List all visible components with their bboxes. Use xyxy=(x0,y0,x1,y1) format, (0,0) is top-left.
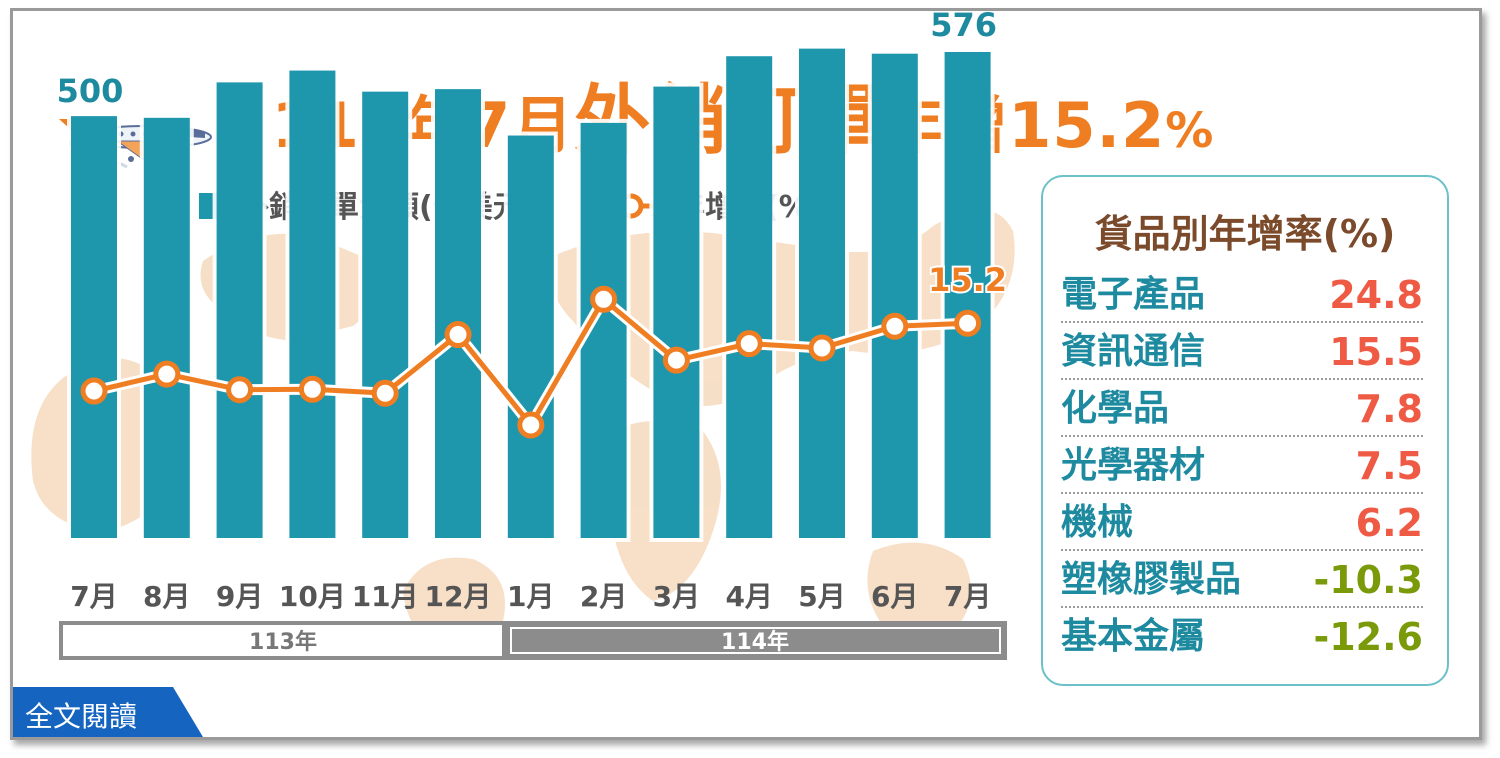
category-row: 光學器材 7.5 xyxy=(1061,436,1423,494)
read-more-link[interactable]: 全文閱讀 xyxy=(13,687,203,737)
category-row: 基本金屬 -12.6 xyxy=(1061,607,1423,663)
growth-point-4 xyxy=(298,375,326,403)
x-tick-label: 3月 xyxy=(653,580,700,613)
category-row: 化學品 7.8 xyxy=(1061,379,1423,437)
bar-12 xyxy=(871,53,918,538)
category-growth-panel: 貨品別年增率(%) 電子產品 24.8 資訊通信 15.5 化學品 7.8 光學器材 7.5 機… xyxy=(1041,175,1449,686)
category-name: 光學器材 xyxy=(1061,445,1206,486)
category-name: 電子產品 xyxy=(1061,274,1206,315)
category-name: 化學品 xyxy=(1061,388,1170,429)
infographic-card: 114年7月外銷訂單年增15.2% 外銷訂單金額(億美元)年增率(%)50057… xyxy=(10,8,1482,740)
bar-label-first: 500 xyxy=(57,72,124,110)
bar-3 xyxy=(216,82,263,538)
growth-point-13 xyxy=(954,309,982,337)
read-more-tab-shape xyxy=(13,687,203,737)
growth-point-7 xyxy=(517,411,545,439)
growth-label-last: 15.2 xyxy=(928,261,1007,299)
category-growth-value: 24.8 xyxy=(1329,273,1423,317)
category-growth-value: 6.2 xyxy=(1355,501,1423,545)
x-tick-label: 7月 xyxy=(944,580,991,613)
x-tick-label: 11月 xyxy=(352,580,419,613)
growth-point-11 xyxy=(808,334,836,362)
category-growth-value: -12.6 xyxy=(1313,615,1423,659)
x-tick-label: 5月 xyxy=(798,580,845,613)
orders-chart: 外銷訂單金額(億美元)年增率(%)50057615.27月8月9月10月11月1… xyxy=(57,11,1009,660)
category-name: 塑橡膠製品 xyxy=(1061,559,1242,600)
category-row: 電子產品 24.8 xyxy=(1061,265,1423,323)
read-more-label: 全文閱讀 xyxy=(25,700,138,733)
category-growth-value: 7.5 xyxy=(1355,444,1423,488)
growth-point-3 xyxy=(226,376,254,404)
bar-2 xyxy=(143,117,190,538)
category-row: 塑橡膠製品 -10.3 xyxy=(1061,550,1423,608)
category-growth-value: -10.3 xyxy=(1313,558,1423,602)
bar-1 xyxy=(71,116,117,538)
year-114-label: 114年 xyxy=(721,629,789,655)
growth-point-5 xyxy=(371,379,399,407)
category-name: 機械 xyxy=(1061,502,1134,543)
bar-label-last: 576 xyxy=(930,11,997,44)
bar-7 xyxy=(507,135,554,538)
x-tick-label: 7月 xyxy=(70,580,117,613)
x-tick-label: 2月 xyxy=(580,580,627,613)
bar-10 xyxy=(726,56,773,538)
x-tick-label: 10月 xyxy=(279,580,346,613)
bar-5 xyxy=(362,91,409,538)
x-tick-label: 9月 xyxy=(216,580,263,613)
growth-point-9 xyxy=(662,346,690,374)
growth-point-6 xyxy=(444,321,472,349)
category-growth-value: 7.8 xyxy=(1355,387,1423,431)
growth-point-2 xyxy=(153,360,181,388)
bar-13 xyxy=(944,52,991,538)
bar-9 xyxy=(653,86,700,538)
bar-6 xyxy=(435,89,481,538)
panel-title: 貨品別年增率(%) xyxy=(1094,212,1396,256)
category-row: 機械 6.2 xyxy=(1061,493,1423,551)
title-suffix: 年增15.2 xyxy=(882,89,1166,162)
x-tick-label: 6月 xyxy=(871,580,918,613)
x-tick-label: 8月 xyxy=(143,580,190,613)
title-percent: % xyxy=(1165,103,1215,159)
growth-point-1 xyxy=(80,377,108,405)
growth-point-8 xyxy=(590,285,618,313)
x-tick-label: 4月 xyxy=(725,580,772,613)
category-name: 資訊通信 xyxy=(1061,331,1206,372)
growth-point-10 xyxy=(735,330,763,358)
category-growth-value: 15.5 xyxy=(1329,330,1423,374)
x-tick-label: 12月 xyxy=(425,580,492,613)
bar-11 xyxy=(799,48,845,538)
bar-4 xyxy=(289,70,336,538)
category-name: 基本金屬 xyxy=(1061,616,1206,657)
x-tick-label: 1月 xyxy=(507,580,554,613)
category-row: 資訊通信 15.5 xyxy=(1061,322,1423,380)
growth-point-12 xyxy=(881,312,909,340)
year-113-label: 113年 xyxy=(249,629,317,655)
year-114-inner xyxy=(510,627,1001,654)
